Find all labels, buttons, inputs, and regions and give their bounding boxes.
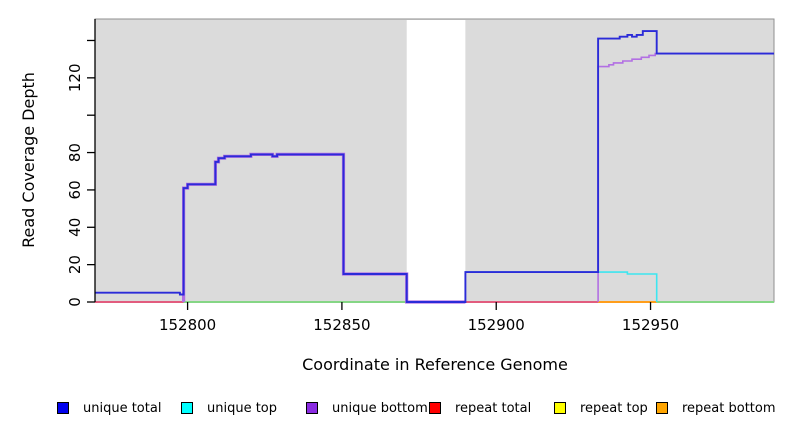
unique-top-swatch-icon bbox=[181, 402, 193, 414]
repeat-bottom-swatch-icon bbox=[656, 402, 668, 414]
legend-label: unique total bbox=[83, 400, 162, 416]
x-tick-label: 152850 bbox=[313, 316, 370, 334]
x-tick-label: 152900 bbox=[468, 316, 525, 334]
y-tick-label: 40 bbox=[66, 218, 84, 237]
y-tick-label: 120 bbox=[66, 63, 84, 92]
x-axis-title: Coordinate in Reference Genome bbox=[302, 355, 568, 374]
series-unique-total-line bbox=[95, 30, 774, 303]
coverage-plot: 152800 152850 152900 152950 0 20 40 60 80 120 Coo… bbox=[19, 18, 775, 374]
legend-label: repeat total bbox=[455, 400, 532, 416]
axes-layer: 152800 152850 152900 152950 0 20 40 60 80 120 bbox=[66, 19, 679, 334]
plot-background-layer bbox=[94, 18, 775, 303]
series-layer bbox=[95, 30, 774, 304]
repeat-top-swatch-icon bbox=[554, 402, 566, 414]
legend-label: unique bottom bbox=[332, 400, 428, 416]
legend-label: unique top bbox=[207, 400, 278, 416]
y-tick-label: 20 bbox=[66, 255, 84, 274]
y-tick-label: 60 bbox=[66, 180, 84, 199]
legend-item-repeat-total: repeat total bbox=[429, 399, 531, 417]
legend-item-unique-top: unique top bbox=[181, 399, 277, 417]
x-tick-label: 152800 bbox=[159, 316, 216, 334]
legend-item-unique-total: unique total bbox=[57, 399, 161, 417]
legend-item-unique-bottom: unique bottom bbox=[306, 399, 428, 417]
y-tick-label: 80 bbox=[66, 143, 84, 162]
y-axis-title: Read Coverage Depth bbox=[19, 72, 38, 248]
legend: unique total unique top unique bottom re… bbox=[0, 399, 792, 419]
legend-item-repeat-top: repeat top bbox=[554, 399, 648, 417]
unique-total-swatch-icon bbox=[57, 402, 69, 414]
y-tick-label: 0 bbox=[66, 297, 84, 307]
legend-label: repeat top bbox=[580, 400, 648, 416]
x-tick-label: 152950 bbox=[622, 316, 679, 334]
legend-label: repeat bottom bbox=[682, 400, 776, 416]
unique-bottom-swatch-icon bbox=[306, 402, 318, 414]
series-unique-bottom-right--line bbox=[597, 52, 774, 302]
legend-item-repeat-bottom: repeat bottom bbox=[656, 399, 776, 417]
no-data-region bbox=[406, 20, 466, 302]
repeat-total-swatch-icon bbox=[429, 402, 441, 414]
